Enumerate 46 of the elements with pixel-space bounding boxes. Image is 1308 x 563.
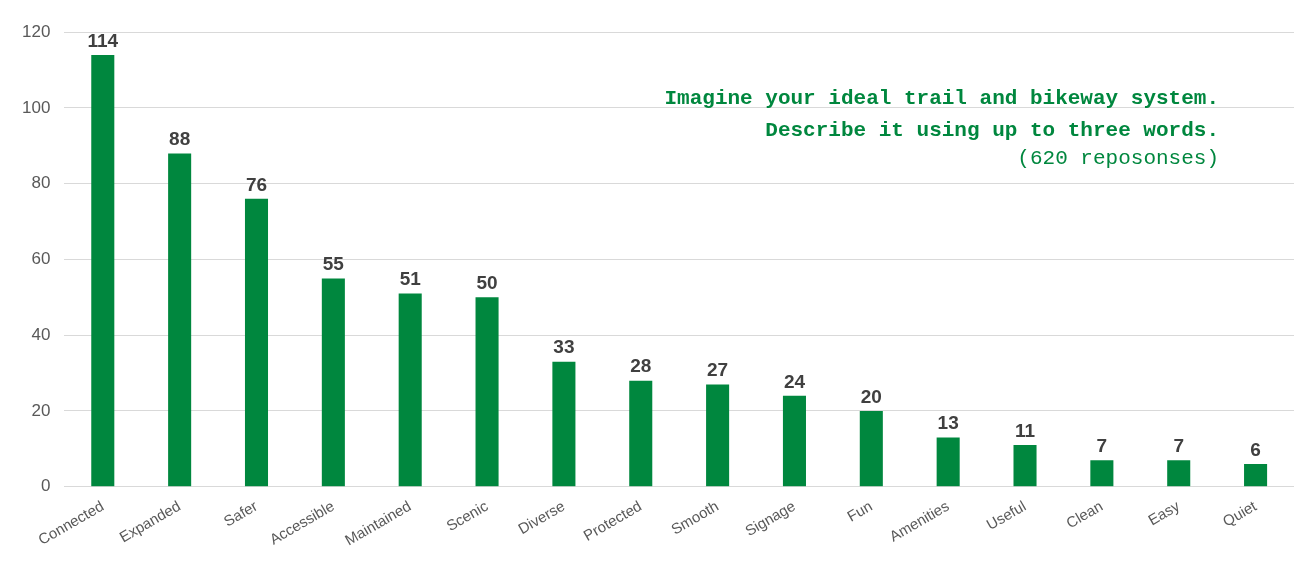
- bar: [629, 380, 653, 487]
- bar: [1244, 464, 1268, 487]
- data-label: 27: [707, 359, 729, 381]
- data-label: 6: [1250, 438, 1261, 460]
- x-tick-label: Quiet: [1219, 496, 1260, 530]
- data-label: 7: [1173, 434, 1185, 456]
- bar: [244, 198, 269, 487]
- bar: [398, 293, 422, 487]
- data-label: 55: [322, 253, 345, 275]
- y-tick-label: 80: [31, 173, 51, 193]
- y-tick-label: 20: [31, 400, 51, 420]
- bar: [1167, 460, 1191, 487]
- bar: [706, 384, 730, 487]
- x-tick-label: Clean: [1063, 496, 1106, 532]
- x-tick-label: Easy: [1144, 496, 1183, 529]
- bar: [859, 410, 883, 487]
- bar: [321, 278, 345, 487]
- data-label: 88: [169, 128, 191, 150]
- bar: [936, 437, 960, 487]
- bar: [1090, 460, 1114, 487]
- data-label: 50: [476, 272, 498, 294]
- bar: [168, 153, 192, 487]
- data-label: 11: [1014, 419, 1036, 441]
- y-tick-label: 0: [40, 476, 51, 496]
- y-tick-label: 60: [31, 249, 51, 269]
- bar: [552, 361, 576, 487]
- x-tick-label: Safer: [220, 496, 261, 530]
- bar: [782, 395, 806, 487]
- data-label: 114: [87, 29, 119, 51]
- bar: [91, 54, 115, 487]
- data-label: 7: [1096, 434, 1108, 456]
- y-tick-label: 120: [21, 21, 51, 41]
- y-tick-label: 100: [21, 97, 51, 117]
- bar: [475, 297, 499, 487]
- text: Imagine your ideal trail and bikeway system. Describe it using up to three words.: [664, 87, 1219, 143]
- text: (620 reposonses): [1017, 147, 1219, 171]
- data-label: 28: [630, 355, 652, 377]
- data-label: 51: [399, 268, 422, 290]
- y-tick-label: 40: [31, 324, 51, 344]
- data-label: 76: [245, 173, 268, 195]
- bar: [1013, 445, 1037, 487]
- data-label: 33: [553, 336, 575, 358]
- data-label: 20: [860, 385, 882, 407]
- data-label: 24: [783, 370, 806, 392]
- data-label: 13: [937, 412, 959, 434]
- x-tick-label: Fun: [844, 496, 875, 525]
